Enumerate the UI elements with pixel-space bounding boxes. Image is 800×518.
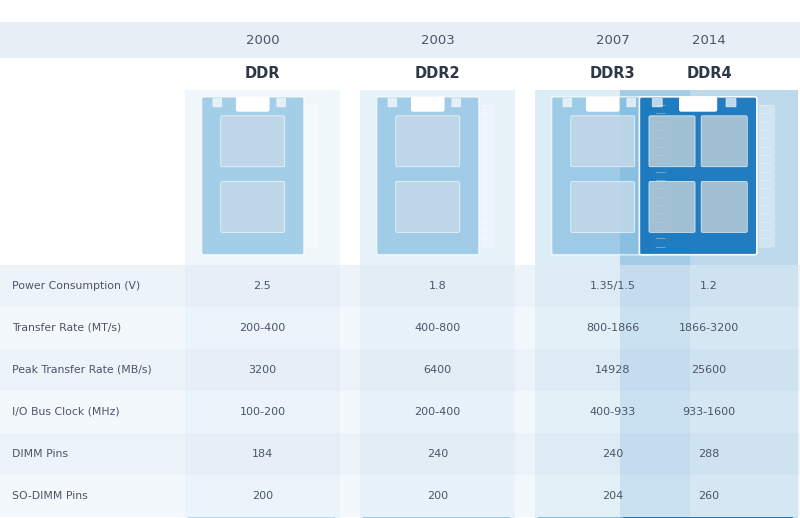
Bar — [0, 265, 800, 307]
Bar — [620, 90, 798, 518]
Text: 933-1600: 933-1600 — [682, 407, 735, 417]
FancyBboxPatch shape — [388, 98, 397, 107]
Text: DDR2: DDR2 — [414, 66, 460, 81]
Text: 1.2: 1.2 — [700, 281, 718, 291]
FancyBboxPatch shape — [563, 98, 572, 107]
Text: Peak Transfer Rate (MB/s): Peak Transfer Rate (MB/s) — [12, 365, 152, 375]
Text: 6400: 6400 — [423, 365, 451, 375]
Bar — [360, 90, 515, 518]
FancyBboxPatch shape — [277, 98, 286, 107]
Text: SO-DIMM Pins: SO-DIMM Pins — [12, 491, 88, 501]
FancyBboxPatch shape — [726, 98, 736, 107]
Text: I/O Bus Clock (MHz): I/O Bus Clock (MHz) — [12, 407, 120, 417]
Text: 3200: 3200 — [249, 365, 277, 375]
FancyBboxPatch shape — [362, 517, 511, 518]
FancyBboxPatch shape — [570, 116, 634, 167]
FancyBboxPatch shape — [649, 181, 695, 233]
Text: 800-1866: 800-1866 — [586, 323, 639, 333]
Text: DIMM Pins: DIMM Pins — [12, 449, 68, 459]
Text: 288: 288 — [698, 449, 720, 459]
FancyBboxPatch shape — [221, 116, 285, 167]
FancyBboxPatch shape — [411, 97, 444, 111]
Text: DDR: DDR — [245, 66, 280, 81]
FancyBboxPatch shape — [652, 98, 662, 107]
Bar — [0, 307, 800, 349]
Text: 200-400: 200-400 — [239, 323, 286, 333]
Text: 200: 200 — [252, 491, 273, 501]
Text: 100-200: 100-200 — [239, 407, 286, 417]
Text: 400-800: 400-800 — [414, 323, 461, 333]
FancyBboxPatch shape — [701, 181, 747, 233]
Text: 2000: 2000 — [246, 34, 279, 47]
Bar — [0, 391, 800, 433]
Bar — [0, 475, 800, 517]
Bar — [306, 105, 319, 247]
FancyBboxPatch shape — [202, 97, 304, 255]
FancyBboxPatch shape — [213, 98, 222, 107]
Text: 2.5: 2.5 — [254, 281, 271, 291]
Text: 184: 184 — [252, 449, 273, 459]
Bar — [0, 349, 800, 391]
Text: 25600: 25600 — [691, 365, 726, 375]
Text: 1.8: 1.8 — [429, 281, 446, 291]
Text: 260: 260 — [698, 491, 719, 501]
Bar — [759, 105, 774, 247]
FancyBboxPatch shape — [396, 116, 460, 167]
Text: Power Consumption (V): Power Consumption (V) — [12, 281, 140, 291]
FancyBboxPatch shape — [622, 517, 794, 518]
FancyBboxPatch shape — [701, 116, 747, 167]
FancyBboxPatch shape — [237, 97, 269, 111]
FancyBboxPatch shape — [187, 517, 336, 518]
Text: 240: 240 — [602, 449, 623, 459]
FancyBboxPatch shape — [396, 181, 460, 233]
FancyBboxPatch shape — [452, 98, 461, 107]
FancyBboxPatch shape — [639, 97, 757, 255]
Text: 2014: 2014 — [692, 34, 726, 47]
FancyBboxPatch shape — [679, 97, 717, 111]
Text: 204: 204 — [602, 491, 623, 501]
Text: Transfer Rate (MT/s): Transfer Rate (MT/s) — [12, 323, 122, 333]
Text: DDR4: DDR4 — [686, 66, 732, 81]
Text: 1866-3200: 1866-3200 — [679, 323, 739, 333]
FancyBboxPatch shape — [537, 517, 686, 518]
Bar — [185, 90, 340, 518]
FancyBboxPatch shape — [221, 181, 285, 233]
Text: 240: 240 — [427, 449, 448, 459]
Text: 200-400: 200-400 — [414, 407, 461, 417]
Text: 200: 200 — [427, 491, 448, 501]
Bar — [481, 105, 494, 247]
Text: 1.35/1.5: 1.35/1.5 — [590, 281, 635, 291]
Text: 14928: 14928 — [594, 365, 630, 375]
FancyBboxPatch shape — [649, 116, 695, 167]
Bar — [0, 433, 800, 475]
FancyBboxPatch shape — [586, 97, 619, 111]
Bar — [535, 90, 690, 518]
Text: DDR3: DDR3 — [590, 66, 635, 81]
FancyBboxPatch shape — [552, 97, 654, 255]
FancyBboxPatch shape — [627, 98, 636, 107]
Bar — [0, 22, 800, 58]
Text: 2003: 2003 — [421, 34, 454, 47]
Text: 2007: 2007 — [596, 34, 630, 47]
Bar — [656, 105, 670, 247]
Text: 400-933: 400-933 — [590, 407, 636, 417]
FancyBboxPatch shape — [377, 97, 479, 255]
FancyBboxPatch shape — [570, 181, 634, 233]
